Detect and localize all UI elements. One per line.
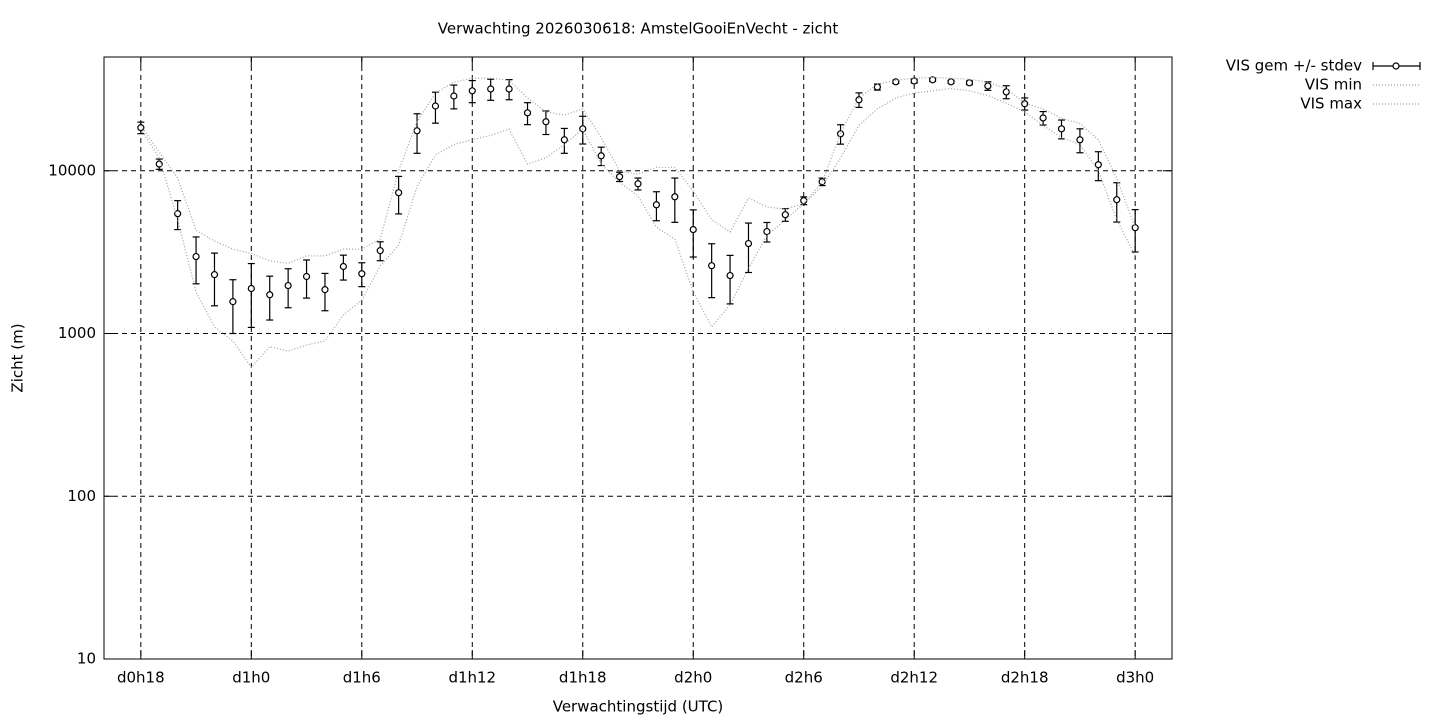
point: [984, 82, 992, 90]
point: [836, 130, 845, 138]
point: [781, 211, 789, 219]
point: [210, 271, 219, 279]
point: [634, 180, 642, 188]
point: [726, 271, 734, 280]
y-tick-label: 100: [67, 487, 96, 505]
point: [505, 85, 513, 93]
point: [929, 76, 937, 84]
point: [487, 85, 495, 93]
x-tick-label: d1h18: [559, 669, 607, 687]
x-tick-label: d2h18: [1001, 669, 1049, 687]
point: [873, 83, 881, 91]
point: [1021, 100, 1029, 108]
point: [1113, 196, 1121, 204]
point: [339, 262, 347, 271]
point: [1057, 125, 1066, 133]
point: [671, 193, 679, 201]
point: [247, 284, 255, 293]
x-tick-label: d2h0: [674, 669, 712, 687]
y-tick-label: 10: [77, 650, 96, 668]
point: [689, 225, 697, 234]
point: [855, 96, 863, 104]
point: [763, 227, 771, 236]
point: [450, 92, 458, 100]
point: [413, 127, 421, 135]
series-line: [140, 87, 1136, 369]
point: [358, 270, 366, 278]
point: [560, 136, 568, 144]
point: [744, 239, 753, 248]
plot-frame: [103, 56, 1173, 660]
point: [1076, 136, 1084, 144]
point: [431, 102, 440, 110]
point: [1094, 161, 1102, 169]
point: [284, 281, 292, 290]
point: [376, 247, 384, 255]
point: [192, 252, 200, 261]
point: [892, 78, 900, 86]
point: [708, 262, 716, 270]
x-tick-label: d1h0: [232, 669, 270, 687]
point: [910, 77, 918, 85]
point: [542, 118, 550, 126]
point: [468, 87, 476, 95]
x-axis-label: Verwachtingstijd (UTC): [553, 698, 724, 716]
point: [947, 78, 955, 86]
point: [615, 173, 624, 181]
x-tick-label: d1h6: [343, 669, 381, 687]
y-tick-label: 10000: [48, 161, 96, 179]
legend-swatch: [1392, 62, 1400, 70]
x-tick-label: d3h0: [1116, 669, 1154, 687]
point: [321, 286, 329, 294]
legend-label: VIS gem +/- stdev: [1226, 57, 1362, 75]
x-tick-label: d2h6: [785, 669, 823, 687]
x-tick-label: d1h12: [448, 669, 496, 687]
point: [652, 201, 661, 209]
point: [302, 272, 311, 281]
point: [137, 124, 145, 132]
point: [1131, 224, 1139, 232]
x-tick-label: d0h18: [117, 669, 165, 687]
point: [155, 160, 163, 168]
point: [395, 189, 403, 197]
point: [266, 291, 274, 299]
legend-label: VIS min: [1305, 76, 1362, 94]
point: [229, 298, 237, 306]
point: [1002, 88, 1010, 96]
y-axis-label: Zicht (m): [9, 323, 27, 392]
point: [1039, 114, 1047, 122]
x-tick-label: d2h12: [890, 669, 938, 687]
point: [597, 152, 605, 160]
legend-label: VIS max: [1300, 95, 1362, 113]
point: [965, 79, 974, 87]
chart-title: Verwachting 2026030618: AmstelGooiEnVech…: [438, 20, 839, 38]
point: [523, 109, 532, 117]
y-tick-label: 1000: [58, 324, 96, 342]
